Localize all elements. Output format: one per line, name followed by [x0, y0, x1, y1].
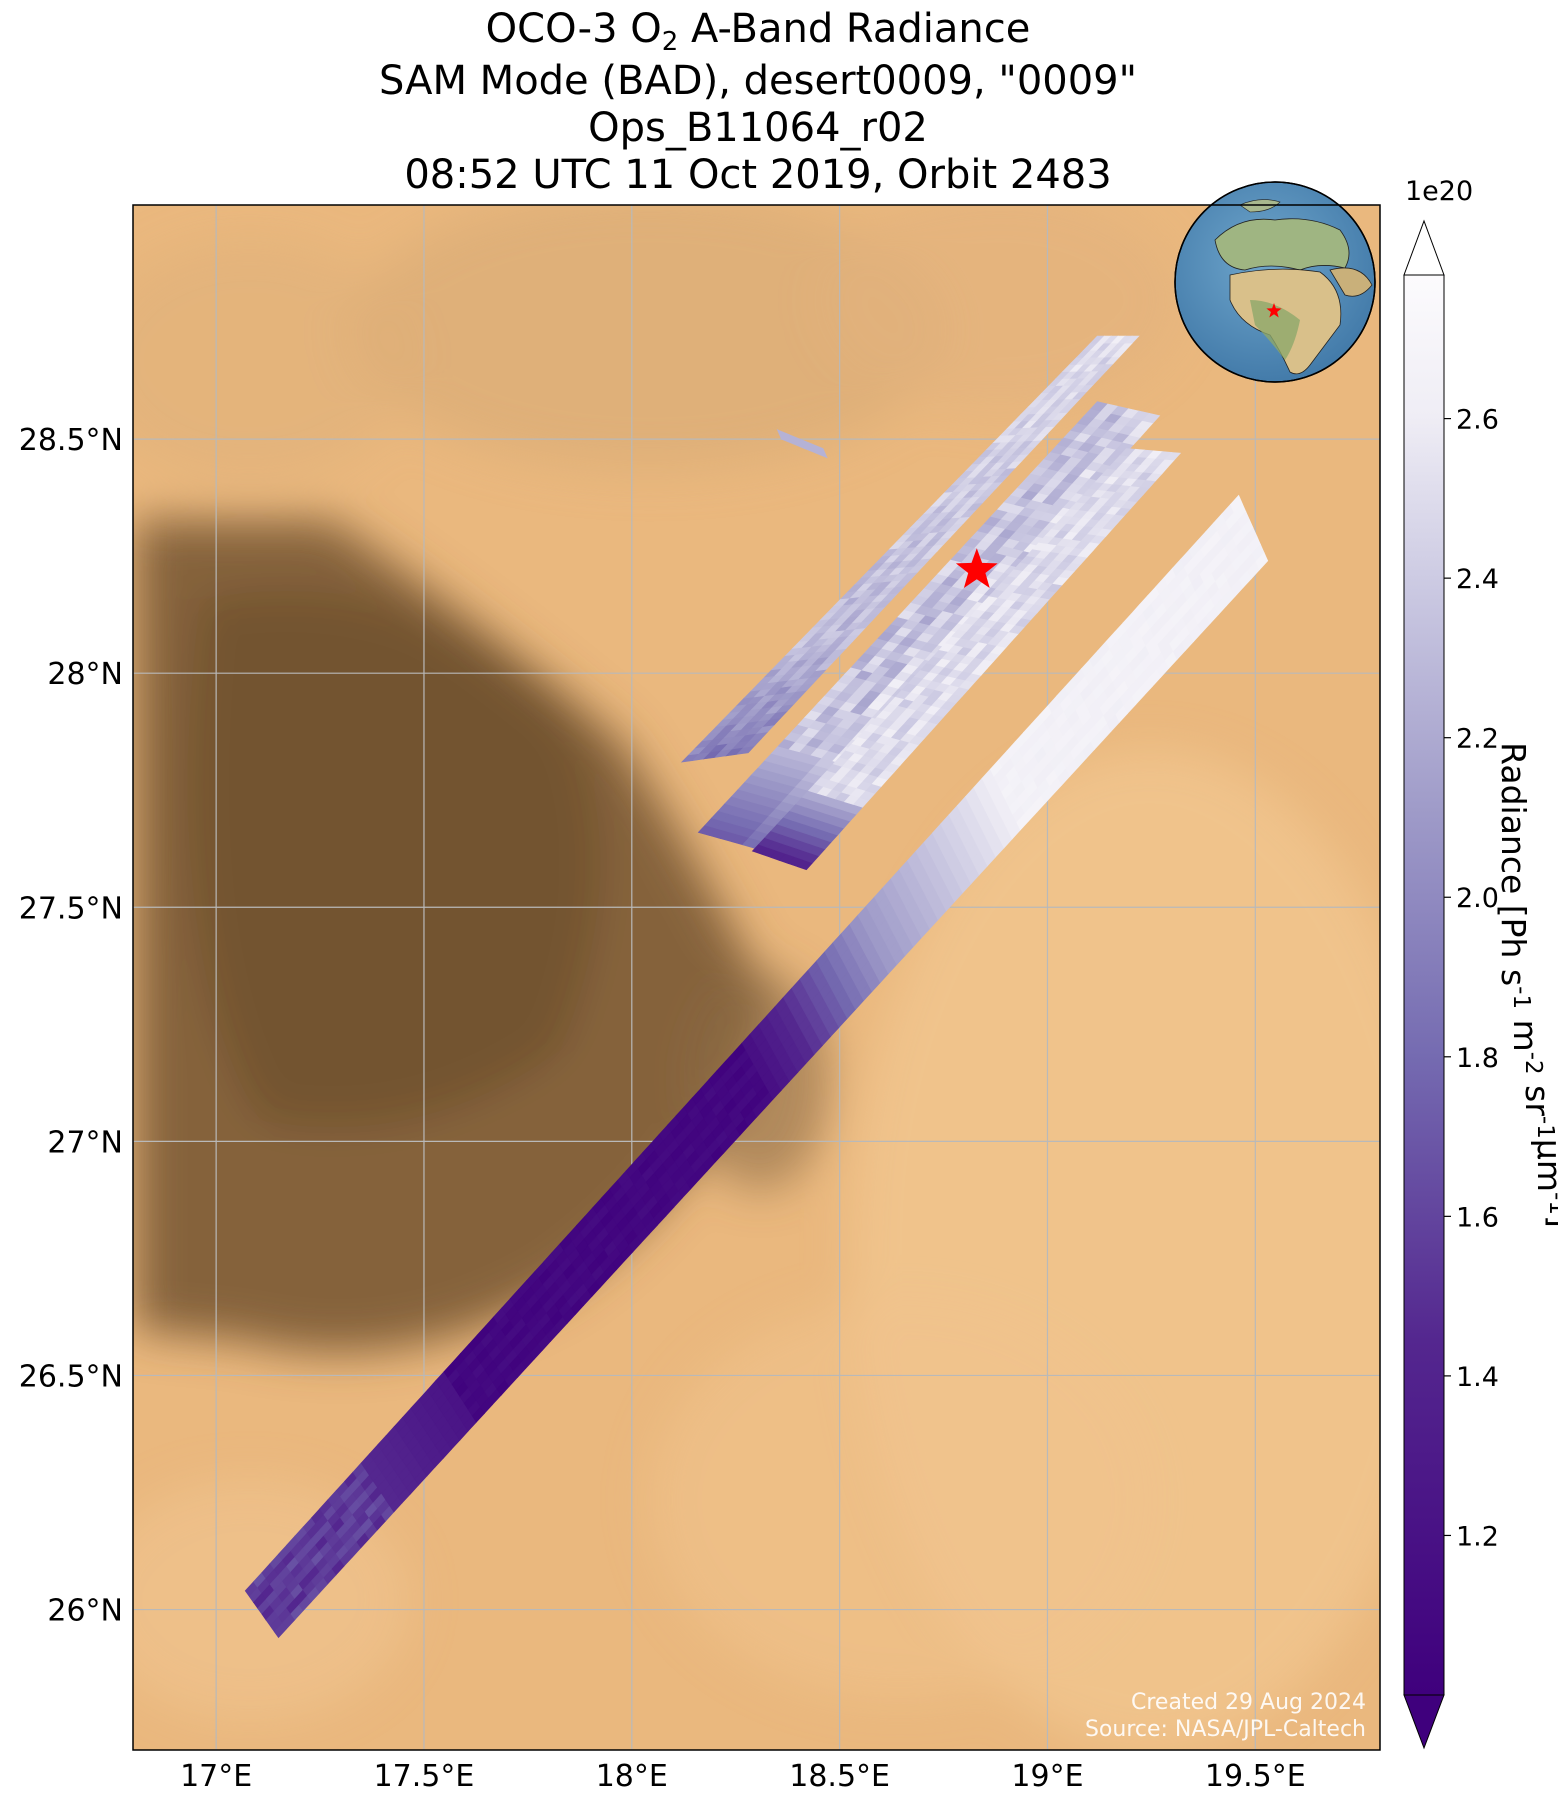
title-line-3: Ops_B11064_r02: [588, 105, 928, 151]
title-line-1: OCO-3 O2 A-Band Radiance: [485, 6, 1031, 57]
globe-target-star-icon: [1266, 303, 1282, 318]
colorbar-gradient: [1403, 274, 1445, 1696]
swath-cell: [1164, 452, 1182, 461]
title-line-2: SAM Mode (BAD), desert0009, "0009": [378, 58, 1138, 104]
globe-locator-inset: [1174, 181, 1376, 383]
lat-tick-label: 28.5°N: [19, 423, 123, 458]
lon-tick-label: 18.5°E: [789, 1759, 890, 1794]
longitude-tick-labels: 17°E 17.5°E 18°E 18.5°E 19°E 19.5°E: [180, 1759, 1306, 1794]
colorbar-tick-label: 1.6: [1456, 1202, 1499, 1233]
colorbar-ticks: 1.2 1.4 1.6 1.8 2.0 2.2 2.4 2.6: [1444, 405, 1499, 1552]
swath-cell: [1124, 335, 1140, 344]
colorbar-tick-label: 1.2: [1456, 1521, 1499, 1552]
swath-cell: [1142, 412, 1161, 424]
lon-tick-label: 17°E: [180, 1759, 252, 1794]
lat-tick-label: 28°N: [47, 657, 123, 692]
lon-tick-label: 19°E: [1011, 1759, 1083, 1794]
swath-cell: [1255, 552, 1269, 571]
colorbar-label-rendered: Radiance [Ph s-1 m-2 sr-1μm-1]: [1494, 742, 1558, 1228]
lat-tick-label: 27.5°N: [19, 891, 123, 926]
colorbar-multiplier: 1e20: [1405, 176, 1473, 207]
title-line-4: 08:52 UTC 11 Oct 2019, Orbit 2483: [404, 152, 1112, 198]
plot-title: OCO-3 O2 A-Band Radiance SAM Mode (BAD),…: [133, 6, 1383, 199]
colorbar-extend-max: [1403, 219, 1445, 276]
lon-tick-label: 17.5°E: [374, 1759, 475, 1794]
lat-tick-label: 27°N: [47, 1125, 123, 1160]
colorbar-tick-label: 2.6: [1456, 405, 1499, 436]
lat-tick-label: 26.5°N: [19, 1359, 123, 1394]
credit-source: Source: NASA/JPL-Caltech: [1085, 1717, 1366, 1742]
colorbar-tick-label: 1.4: [1456, 1362, 1499, 1393]
radiance-swaths: [244, 335, 1269, 1639]
satellite-basemap: [133, 205, 1380, 1750]
colorbar-tick-label: 2.0: [1456, 883, 1499, 914]
colorbar: 1.2 1.4 1.6 1.8 2.0 2.2 2.4 2.6 1e20 Radiance […: [1403, 176, 1558, 1750]
colorbar-tick-label: 2.4: [1456, 564, 1499, 595]
swath-cell: [811, 443, 828, 459]
colorbar-extend-min: [1403, 1694, 1445, 1750]
lon-tick-label: 18°E: [596, 1759, 668, 1794]
latitude-tick-labels: 26°N 26.5°N 27°N 27.5°N 28°N 28.5°N: [19, 423, 123, 1628]
lon-tick-label: 19.5°E: [1205, 1759, 1306, 1794]
map-frame: [132, 204, 1381, 1751]
colorbar-tick-label: 2.2: [1456, 724, 1499, 755]
credit-created: Created 29 Aug 2024: [1131, 1690, 1366, 1715]
target-star-icon: [955, 548, 998, 588]
colorbar-tick-label: 1.8: [1456, 1043, 1499, 1074]
lat-tick-label: 26°N: [47, 1594, 123, 1629]
